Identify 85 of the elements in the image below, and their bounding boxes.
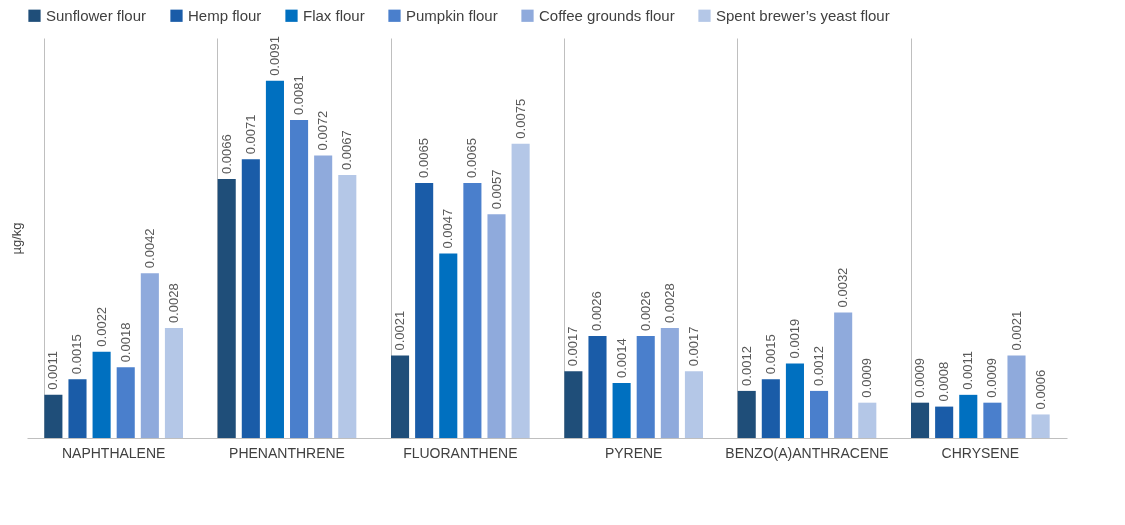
bar bbox=[290, 120, 309, 438]
bar bbox=[935, 406, 954, 438]
bar bbox=[463, 182, 482, 438]
bar bbox=[810, 390, 829, 438]
bar bbox=[785, 363, 804, 438]
data-label: 0.0042 bbox=[141, 228, 157, 269]
bar bbox=[487, 214, 506, 438]
bar bbox=[660, 328, 679, 438]
data-label: 0.0019 bbox=[786, 318, 802, 359]
data-label: 0.0072 bbox=[315, 110, 331, 151]
bar bbox=[983, 402, 1002, 438]
data-label: 0.0011 bbox=[45, 351, 61, 390]
data-label: 0.0011 bbox=[960, 351, 976, 390]
data-label: 0.0015 bbox=[69, 334, 85, 375]
data-label: 0.0021 bbox=[1008, 310, 1024, 351]
bar bbox=[116, 367, 135, 438]
bar bbox=[241, 159, 260, 438]
data-label: 0.0081 bbox=[291, 75, 307, 116]
legend-label: Coffee grounds flour bbox=[539, 6, 675, 24]
x-tick-label: PYRENE bbox=[604, 444, 663, 461]
data-label: 0.0066 bbox=[218, 134, 234, 174]
legend-label: Pumpkin flour bbox=[406, 6, 498, 24]
bar bbox=[1031, 414, 1050, 438]
data-label: 0.0018 bbox=[117, 322, 133, 363]
x-tick-label: PHENANTHRENE bbox=[229, 444, 345, 461]
data-label: 0.0032 bbox=[835, 267, 851, 308]
data-label: 0.0014 bbox=[613, 338, 629, 379]
data-label: 0.0026 bbox=[589, 291, 605, 331]
data-label: 0.0009 bbox=[859, 357, 875, 398]
bar bbox=[761, 379, 780, 438]
legend-label: Hemp flour bbox=[188, 6, 262, 24]
bar bbox=[140, 273, 159, 438]
data-label: 0.0075 bbox=[512, 98, 528, 139]
data-label: 0.0028 bbox=[165, 283, 181, 324]
data-label: 0.0009 bbox=[912, 357, 928, 398]
legend-label: Spent brewer’s yeast flour bbox=[716, 6, 890, 24]
bar bbox=[959, 394, 978, 438]
data-label: 0.0065 bbox=[416, 138, 432, 178]
bar bbox=[684, 371, 703, 438]
bar bbox=[612, 383, 631, 438]
y-axis-title: µg/kg bbox=[8, 222, 24, 255]
data-label: 0.0015 bbox=[762, 334, 778, 375]
data-label: 0.0028 bbox=[661, 283, 677, 324]
bar bbox=[92, 351, 111, 438]
bar bbox=[858, 402, 877, 438]
bar bbox=[338, 175, 357, 438]
bar bbox=[564, 371, 583, 438]
bar bbox=[391, 355, 410, 438]
bar bbox=[511, 143, 530, 438]
bar bbox=[1007, 355, 1026, 438]
legend-label: Sunflower flour bbox=[46, 6, 147, 24]
bar bbox=[834, 312, 853, 438]
data-label: 0.0017 bbox=[565, 326, 581, 367]
bar bbox=[415, 182, 434, 438]
data-label: 0.0026 bbox=[637, 291, 653, 331]
data-label: 0.0012 bbox=[738, 346, 754, 386]
bar bbox=[588, 335, 607, 438]
x-tick-label: CHRYSENE bbox=[941, 444, 1020, 461]
x-tick-label: NAPHTHALENE bbox=[61, 444, 166, 461]
bar bbox=[217, 178, 236, 438]
data-label: 0.0009 bbox=[984, 357, 1000, 398]
data-label: 0.0071 bbox=[242, 114, 258, 155]
data-label: 0.0057 bbox=[488, 169, 504, 210]
data-label: 0.0006 bbox=[1032, 369, 1048, 410]
x-tick-label: BENZO(A)ANTHRACENE bbox=[725, 444, 889, 461]
data-label: 0.0012 bbox=[811, 346, 827, 386]
x-tick-label: FLUORANTHENE bbox=[403, 444, 518, 461]
bar bbox=[737, 390, 756, 438]
bar bbox=[164, 328, 183, 438]
data-label: 0.0017 bbox=[685, 326, 701, 367]
bar bbox=[314, 155, 333, 438]
data-label: 0.0065 bbox=[464, 138, 480, 178]
data-label: 0.0022 bbox=[93, 306, 109, 347]
data-label: 0.0021 bbox=[392, 310, 408, 351]
bar bbox=[265, 80, 284, 438]
bar bbox=[636, 335, 655, 438]
legend-label: Flax flour bbox=[303, 6, 365, 24]
data-label: 0.0067 bbox=[339, 130, 355, 171]
data-label: 0.0008 bbox=[936, 361, 952, 402]
bar bbox=[68, 379, 87, 438]
data-label: 0.0091 bbox=[266, 36, 282, 76]
data-label: 0.0047 bbox=[440, 208, 456, 249]
bar bbox=[911, 402, 930, 438]
bar bbox=[44, 394, 63, 438]
bar bbox=[439, 253, 458, 438]
